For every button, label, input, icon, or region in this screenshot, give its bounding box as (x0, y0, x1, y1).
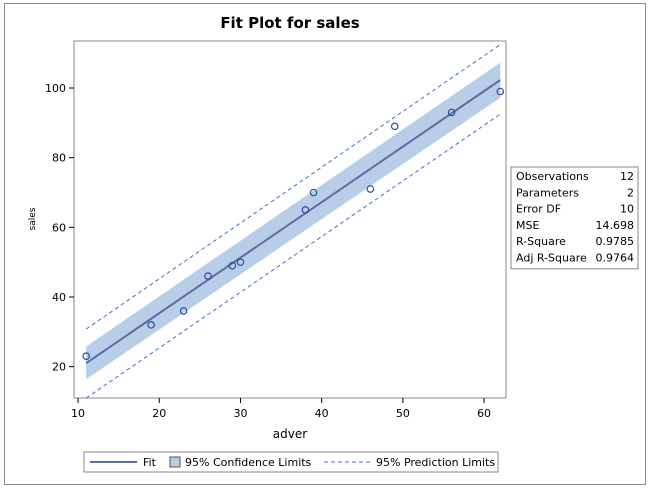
data-point (301, 206, 310, 214)
stat-value: 0.9785 (596, 235, 635, 248)
plot-area (73, 40, 507, 399)
stat-value: 12 (620, 170, 634, 183)
stat-value: 0.9764 (596, 252, 635, 265)
stat-value: 14.698 (596, 219, 635, 232)
fit-plot-chart: Fit Plot for sales 10 20 30 40 50 60 20 40 60 80… (28, 14, 639, 473)
data-point (228, 261, 237, 270)
data-point (390, 122, 399, 131)
data-point (496, 87, 505, 96)
legend-frame (83, 451, 499, 473)
legend-confidence-label: 95% Confidence Limits (185, 456, 312, 469)
x-axis-label: adver (273, 427, 307, 441)
fit-statistics-table: Observations 12 Parameters 2 Error DF 10 MSE 14… (510, 166, 639, 270)
legend-fit-label: Fit (143, 456, 157, 469)
stats-table-frame (510, 166, 639, 270)
y-tick-label: 40 (52, 291, 66, 304)
data-points-layer (82, 87, 505, 361)
x-tick-label: 50 (396, 407, 410, 420)
x-tick-label: 10 (71, 407, 85, 420)
legend-prediction-label: 95% Prediction Limits (376, 456, 495, 469)
stat-label: MSE (516, 219, 539, 232)
data-point (204, 272, 212, 280)
y-tick-label: 20 (52, 361, 66, 374)
data-point (179, 307, 188, 315)
stat-label: Adj R-Square (516, 252, 587, 265)
legend: Fit 95% Confidence Limits 95% Prediction L… (83, 451, 499, 473)
stat-label: Parameters (516, 186, 579, 199)
fit-line (85, 79, 501, 364)
y-tick-label: 100 (45, 82, 66, 95)
x-tick-label: 30 (233, 407, 247, 420)
y-tick-label: 80 (52, 152, 66, 165)
stat-label: Observations (516, 170, 589, 183)
y-axis: 20 40 60 80 100 (45, 82, 74, 374)
x-tick-label: 20 (152, 407, 166, 420)
x-tick-label: 40 (315, 407, 329, 420)
x-axis: 10 20 30 40 50 60 (71, 398, 491, 420)
chart-frame: Fit Plot for sales 10 20 30 40 50 60 20 40 60 80… (4, 3, 646, 485)
data-point (82, 352, 90, 361)
data-point (236, 258, 245, 266)
stat-label: R-Square (516, 235, 566, 248)
stat-value: 2 (627, 186, 634, 199)
y-axis-label: sales (28, 207, 38, 230)
data-point (447, 108, 456, 117)
x-tick-label: 60 (477, 407, 491, 420)
y-tick-label: 60 (52, 221, 66, 234)
fit-line-layer (85, 79, 501, 364)
legend-confidence-swatch (169, 456, 181, 468)
data-point (147, 321, 155, 329)
stat-label: Error DF (516, 203, 561, 216)
data-point (309, 188, 318, 197)
stat-value: 10 (620, 203, 634, 216)
chart-title: Fit Plot for sales (220, 14, 359, 32)
data-point (366, 185, 375, 193)
